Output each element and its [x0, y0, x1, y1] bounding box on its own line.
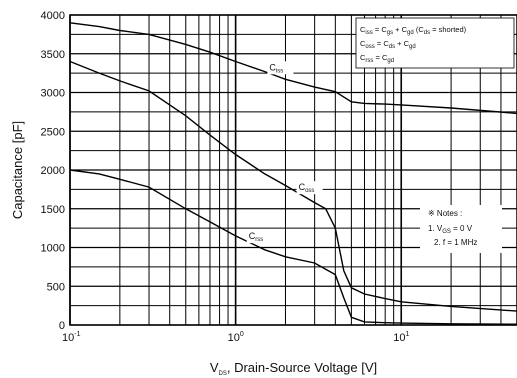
notes-box: [420, 205, 502, 253]
legend-line: Coss = Cds + Cgd: [360, 39, 416, 50]
y-tick-label: 1000: [41, 243, 65, 255]
notes-header: ※ Notes :: [428, 209, 462, 218]
notes-line-1: 1. VGS = 0 V: [428, 224, 473, 235]
x-axis-title: VDS, Drain-Source Voltage [V]: [210, 360, 377, 377]
legend-line: Ciss = Cgs + Cgd (Cds = shorted): [360, 25, 467, 36]
series-label-bg: [246, 230, 273, 244]
y-tick-label: 1500: [41, 204, 65, 216]
y-tick-label: 3000: [41, 88, 65, 100]
y-tick-label: 4000: [41, 10, 65, 22]
series-label-oss: Coss: [299, 182, 315, 194]
x-axis-title-rest: , Drain-Source Voltage [V]: [227, 360, 377, 375]
series-label-rss: Crss: [249, 231, 264, 243]
series-group: Ciss Coss Crss: [69, 22, 517, 325]
series-line-rss: [69, 169, 517, 325]
y-tick-label: 3500: [41, 49, 65, 61]
legend-box: [355, 17, 515, 69]
x-tick-label: 100: [228, 331, 244, 344]
x-axis-title-main: V: [210, 360, 219, 375]
x-tick-label: 10-1: [62, 331, 81, 344]
series-label-bg: [267, 61, 294, 75]
y-tick-label: 0: [59, 320, 65, 332]
notes-line-2: 2. f = 1 MHz: [434, 238, 477, 247]
series-label-iss: Ciss: [269, 62, 283, 74]
series-line-oss: [69, 60, 517, 312]
notes-line-1-pre: 1. V: [428, 224, 443, 233]
y-tick-label: 2000: [41, 165, 65, 177]
x-tick-label: 101: [393, 331, 409, 344]
x-axis-title-sub: DS: [219, 371, 227, 377]
series-line-iss: [69, 22, 517, 115]
notes: ※ Notes : 1. VGS = 0 V 2. f = 1 MHz: [420, 205, 502, 253]
legend-line: Crss = Cgd: [360, 53, 394, 64]
notes-line-1-post: = 0 V: [451, 224, 473, 233]
y-tick-label: 500: [47, 281, 65, 293]
y-axis-title: Capacitance [pF]: [10, 121, 25, 219]
tick-labels: 0 500 1000 1500 2000 2500 3000 3500 4000 10-1 100 1…: [41, 10, 410, 344]
y-tick-label: 2500: [41, 126, 65, 138]
legend: Ciss = Cgs + Cgd (Cds = shorted) Coss = C…: [355, 17, 515, 69]
notes-line-1-sub: GS: [442, 229, 451, 235]
series-label-bg: [296, 181, 323, 195]
